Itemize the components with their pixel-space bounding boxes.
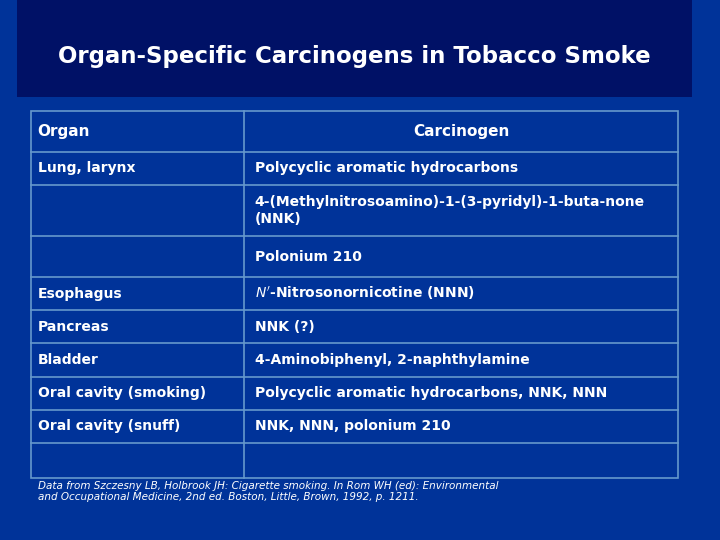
Text: Oral cavity (snuff): Oral cavity (snuff): [37, 419, 180, 433]
Text: Polonium 210: Polonium 210: [254, 249, 361, 264]
Text: Pancreas: Pancreas: [37, 320, 109, 334]
Text: Data from Szczesny LB, Holbrook JH: Cigarette smoking. In Rom WH (ed): Environme: Data from Szczesny LB, Holbrook JH: Ciga…: [37, 481, 498, 502]
Text: 4-Aminobiphenyl, 2-naphthylamine: 4-Aminobiphenyl, 2-naphthylamine: [254, 353, 529, 367]
Text: Oral cavity (smoking): Oral cavity (smoking): [37, 386, 206, 400]
Text: 4-(Methylnitrosoamino)-1-(3-pyridyl)-1-buta-none
(NNK): 4-(Methylnitrosoamino)-1-(3-pyridyl)-1-b…: [254, 195, 644, 226]
Text: NNK (?): NNK (?): [254, 320, 314, 334]
FancyBboxPatch shape: [17, 0, 692, 81]
Text: Esophagus: Esophagus: [37, 287, 122, 301]
Bar: [31, 111, 678, 478]
Text: Polycyclic aromatic hydrocarbons, NNK, NNN: Polycyclic aromatic hydrocarbons, NNK, N…: [254, 386, 607, 400]
Bar: [17, 0, 692, 97]
Text: Organ: Organ: [37, 124, 90, 139]
Text: NNK, NNN, polonium 210: NNK, NNN, polonium 210: [254, 419, 450, 433]
Text: Lung, larynx: Lung, larynx: [37, 161, 135, 176]
Text: Carcinogen: Carcinogen: [413, 124, 510, 139]
Text: Bladder: Bladder: [37, 353, 99, 367]
Bar: [17, 97, 692, 540]
Text: Polycyclic aromatic hydrocarbons: Polycyclic aromatic hydrocarbons: [254, 161, 518, 176]
Text: $\it{N'}$-Nitrosonornicotine (NNN): $\it{N'}$-Nitrosonornicotine (NNN): [254, 285, 474, 302]
Text: Organ-Specific Carcinogens in Tobacco Smoke: Organ-Specific Carcinogens in Tobacco Sm…: [58, 45, 651, 68]
